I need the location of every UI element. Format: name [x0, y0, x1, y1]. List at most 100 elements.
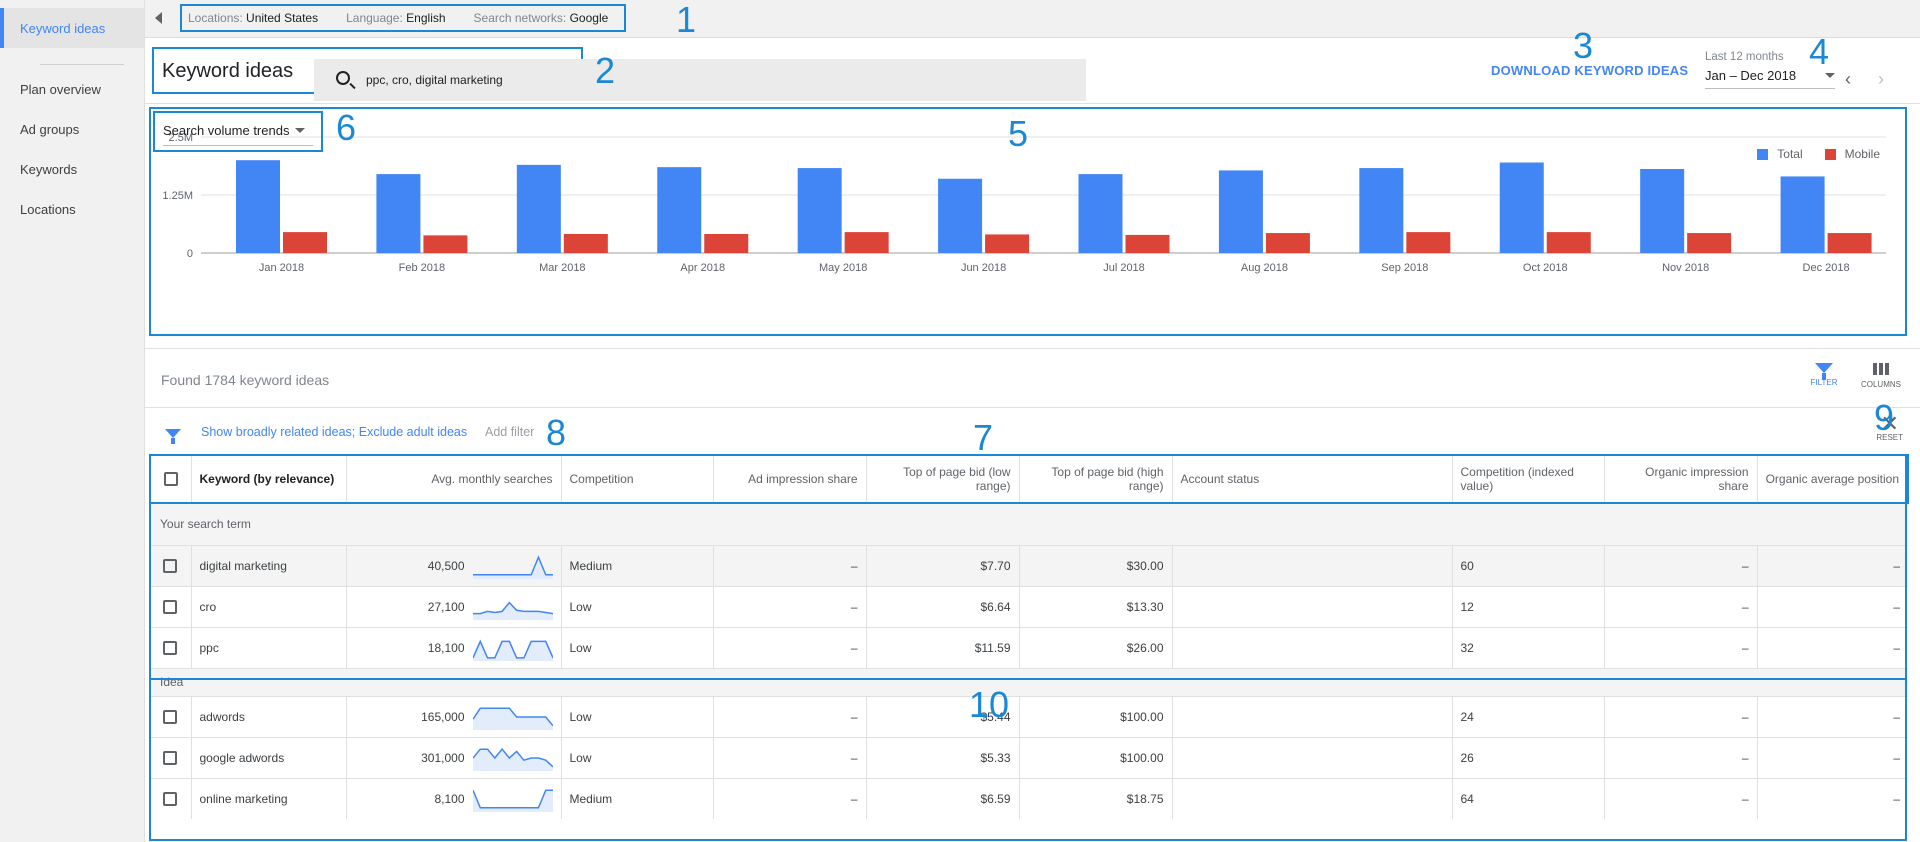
targeting-summary[interactable]: Locations: United States Language: Engli… — [180, 4, 627, 32]
add-filter-button[interactable]: Add filter — [485, 425, 535, 439]
bar-mobile-dec-2018[interactable] — [1827, 233, 1872, 253]
previous-period-icon[interactable]: ‹ — [1845, 69, 1851, 89]
x-tick-label: Aug 2018 — [1241, 262, 1288, 274]
row-checkbox-cell[interactable] — [150, 544, 192, 586]
bar-mobile-sep-2018[interactable] — [1406, 232, 1451, 253]
bar-total-jul-2018[interactable] — [1078, 174, 1123, 253]
y-tick-label: 1.25M — [162, 190, 193, 202]
networks-setting[interactable]: Search networks: Google — [473, 11, 609, 25]
reset-button[interactable]: ✕ RESET — [1876, 413, 1903, 443]
select-all-checkbox[interactable] — [163, 472, 178, 487]
bar-total-mar-2018[interactable] — [516, 164, 561, 253]
row-checkbox-cell[interactable] — [150, 585, 192, 627]
keyword-cell[interactable]: ppc — [191, 626, 347, 668]
row-checkbox[interactable] — [163, 558, 178, 573]
row-checkbox[interactable] — [163, 750, 178, 765]
table-row[interactable]: cro 27,100 Low – $6.64 $13.30 12– – — [150, 585, 1908, 627]
avg-searches-cell: 18,100 — [346, 626, 562, 668]
sidebar-item-keywords[interactable]: Keywords — [20, 161, 78, 177]
keyword-cell[interactable]: google adwords — [191, 736, 347, 778]
sidebar-item-locations[interactable]: Locations — [20, 201, 76, 217]
organic-position-cell: – — [1757, 777, 1908, 819]
row-checkbox-cell[interactable] — [150, 695, 192, 737]
sidebar-item-ad-groups[interactable]: Ad groups — [20, 121, 80, 137]
bar-total-may-2018[interactable] — [797, 168, 842, 253]
bar-mobile-feb-2018[interactable] — [423, 235, 468, 253]
bar-mobile-nov-2018[interactable] — [1687, 233, 1732, 253]
bar-mobile-jan-2018[interactable] — [283, 232, 327, 253]
col-header-avg-searches[interactable]: Avg. monthly searches — [346, 455, 562, 503]
bar-mobile-may-2018[interactable] — [844, 232, 889, 253]
active-filter-link[interactable]: Show broadly related ideas; Exclude adul… — [201, 425, 468, 439]
table-row[interactable]: adwords 165,000 Low – $5.44 $100.00 24– – — [150, 695, 1908, 737]
bar-mobile-aug-2018[interactable] — [1265, 233, 1310, 253]
col-header-competition-index[interactable]: Competition (indexed value) — [1452, 455, 1605, 503]
download-keyword-ideas-button[interactable]: DOWNLOAD KEYWORD IDEAS — [1491, 63, 1689, 78]
row-checkbox-cell[interactable] — [150, 626, 192, 668]
row-checkbox[interactable] — [163, 792, 178, 807]
date-range-select[interactable]: Jan – Dec 2018 — [1705, 68, 1835, 89]
keyword-cell[interactable]: cro — [191, 585, 347, 627]
row-checkbox-cell[interactable] — [150, 777, 192, 819]
col-header-ad-impression-share[interactable]: Ad impression share — [713, 455, 867, 503]
bid-high-cell: $30.00 — [1019, 544, 1173, 586]
bar-total-oct-2018[interactable] — [1499, 162, 1544, 253]
results-count: Found 1784 keyword ideas — [161, 372, 330, 388]
filter-icon — [1815, 363, 1833, 380]
highlight-box-7 — [149, 454, 1907, 680]
avg-searches-cell: 8,100 — [346, 777, 562, 819]
bar-total-feb-2018[interactable] — [376, 174, 421, 253]
avg-searches-cell: 40,500 — [346, 544, 562, 586]
row-checkbox[interactable] — [163, 709, 178, 724]
bid-high-cell: $100.00 — [1019, 736, 1173, 778]
bar-mobile-mar-2018[interactable] — [563, 233, 608, 253]
collapse-arrow-icon[interactable] — [155, 12, 162, 24]
table-row[interactable]: ppc 18,100 Low – $11.59 $26.00 32– – — [150, 626, 1908, 668]
next-period-icon[interactable]: › — [1878, 69, 1884, 89]
bar-mobile-apr-2018[interactable] — [704, 233, 749, 253]
bar-total-jan-2018[interactable] — [236, 160, 280, 253]
keyword-cell[interactable]: online marketing — [191, 777, 347, 819]
annotation-10: 10 — [969, 684, 1010, 725]
chart-type-select[interactable]: Search volume trends — [153, 111, 323, 152]
row-checkbox-cell[interactable] — [150, 736, 192, 778]
bar-total-jun-2018[interactable] — [938, 178, 983, 253]
bar-mobile-jul-2018[interactable] — [1125, 234, 1170, 253]
col-header-account-status[interactable]: Account status — [1172, 455, 1453, 503]
ad-share-cell: – — [713, 544, 867, 586]
bar-mobile-jun-2018[interactable] — [985, 234, 1030, 253]
col-header-bid-low[interactable]: Top of page bid (low range) — [866, 455, 1020, 503]
annotation-6: 6 — [336, 107, 357, 148]
bar-mobile-oct-2018[interactable] — [1546, 232, 1591, 253]
legend-swatch-total — [1757, 148, 1769, 160]
table-row[interactable]: digital marketing 40,500 Medium – $7.70 $30.0… — [150, 544, 1908, 586]
keyword-search-input[interactable]: ppc, cro, digital marketing — [314, 59, 1086, 101]
select-all-checkbox-cell[interactable] — [150, 455, 192, 503]
sidebar-item-plan-overview[interactable]: Plan overview — [20, 81, 101, 97]
col-header-bid-high[interactable]: Top of page bid (high range) — [1019, 455, 1173, 503]
avg-searches-value: 27,100 — [427, 599, 465, 614]
row-checkbox[interactable] — [163, 599, 178, 614]
columns-button[interactable]: COLUMNS — [1854, 363, 1908, 389]
col-header-organic-share[interactable]: Organic impression share — [1604, 455, 1758, 503]
search-value: ppc, cro, digital marketing — [366, 73, 503, 87]
bar-chart: 0 1.25M 2.5M Jan 2018 Feb 2018 Mar 2018 Apr 20… — [162, 132, 1886, 274]
bar-total-dec-2018[interactable] — [1780, 176, 1825, 253]
bar-total-aug-2018[interactable] — [1218, 170, 1263, 253]
row-checkbox[interactable] — [163, 640, 178, 655]
filter-button[interactable]: FILTER — [1797, 363, 1851, 387]
table-row[interactable]: google adwords 301,000 Low – $5.33 $100.00 26–… — [150, 736, 1908, 778]
keyword-cell[interactable]: digital marketing — [191, 544, 347, 586]
table-row[interactable]: online marketing 8,100 Medium – $6.59 $18.75 6… — [150, 777, 1908, 819]
sidebar-item-keyword-ideas[interactable]: Keyword ideas — [0, 8, 144, 48]
bar-total-nov-2018[interactable] — [1640, 169, 1685, 253]
col-header-competition[interactable]: Competition — [561, 455, 714, 503]
competition-cell: Low — [561, 585, 714, 627]
col-header-keyword[interactable]: Keyword (by relevance) — [191, 455, 347, 503]
col-header-organic-position[interactable]: Organic average position — [1765, 472, 1899, 486]
location-setting[interactable]: Locations: United States — [188, 11, 319, 25]
language-setting[interactable]: Language: English — [346, 11, 446, 25]
keyword-cell[interactable]: adwords — [191, 695, 347, 737]
bar-total-apr-2018[interactable] — [657, 167, 702, 253]
bar-total-sep-2018[interactable] — [1359, 168, 1404, 253]
